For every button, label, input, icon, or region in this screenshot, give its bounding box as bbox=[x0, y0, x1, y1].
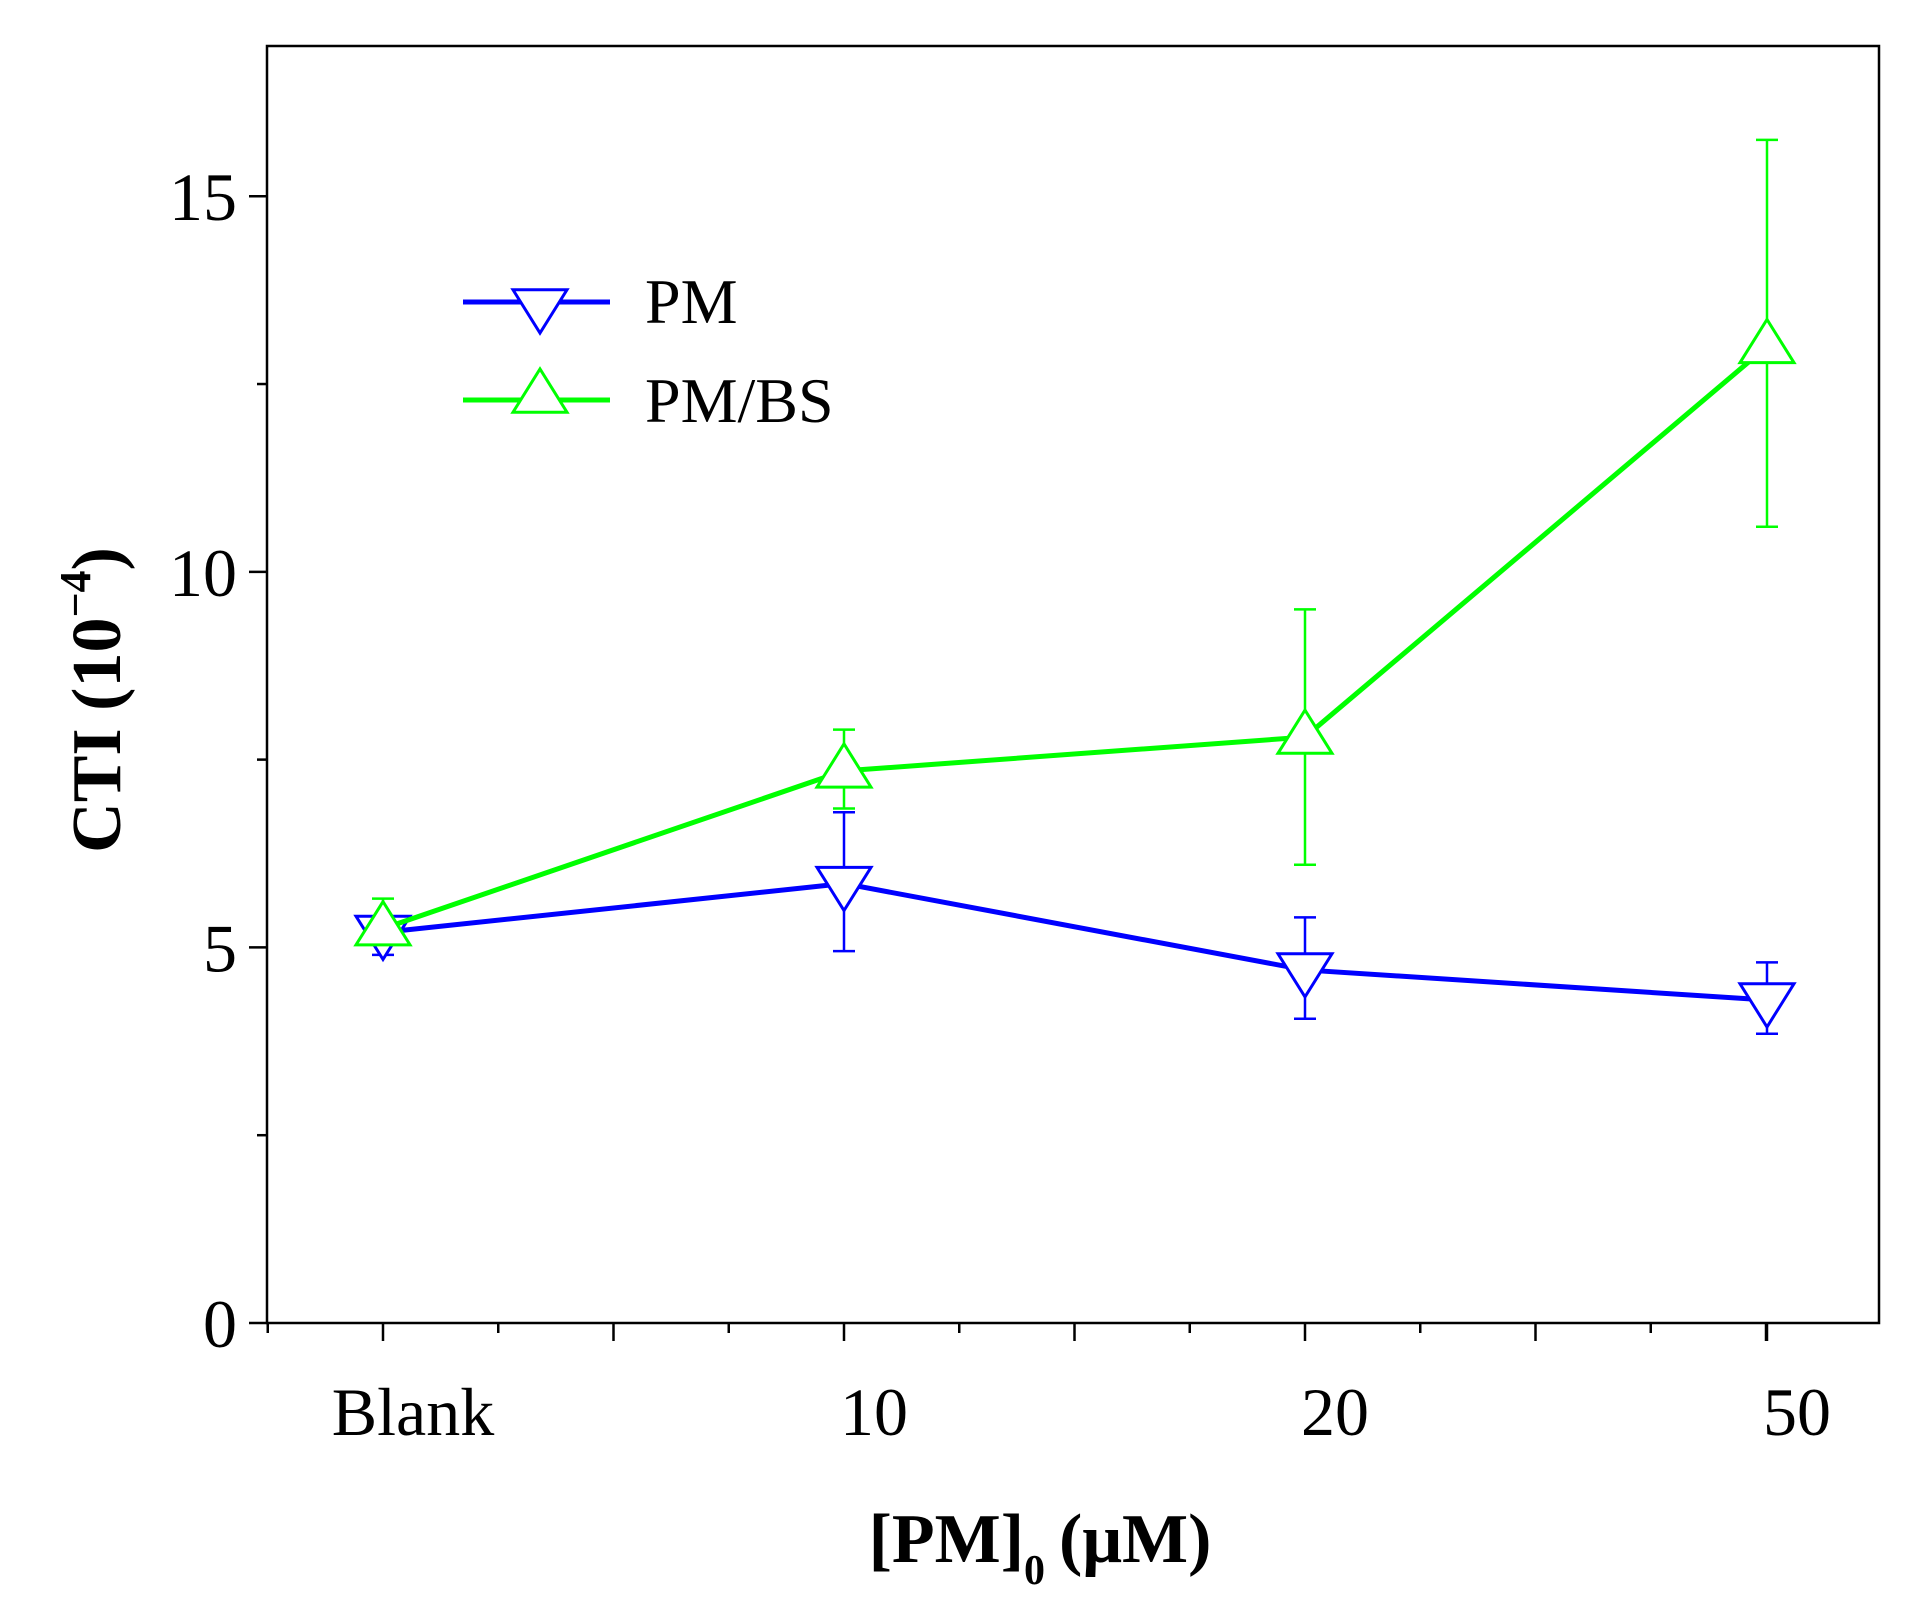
y-tick-label: 0 bbox=[203, 1286, 237, 1362]
data-point bbox=[1275, 952, 1335, 1000]
legend-marker-pm bbox=[510, 288, 570, 336]
x-axis-title-main: [PM] bbox=[869, 1501, 1024, 1578]
y-tick-label: 15 bbox=[169, 159, 237, 235]
y-tick-label: 10 bbox=[169, 535, 237, 611]
x-axis-title: [PM]0 (μM) bbox=[869, 1501, 1212, 1594]
data-point bbox=[1275, 707, 1335, 755]
y-tick-label: 5 bbox=[203, 910, 237, 986]
x-tick-label: 10 bbox=[840, 1374, 908, 1450]
series-layer bbox=[353, 138, 1797, 1036]
legend-label-pm: PM bbox=[645, 266, 738, 337]
axes-layer: 0 5 10 15 Blank 10 20 50 bbox=[169, 159, 1831, 1450]
y-axis-title-superscript: −4 bbox=[51, 570, 100, 617]
x-axis-title-unit: (μM) bbox=[1059, 1501, 1211, 1578]
data-point bbox=[1737, 316, 1797, 365]
y-axis-title-main: CTI (10 bbox=[59, 618, 136, 853]
data-point bbox=[814, 865, 874, 914]
x-tick-label: 20 bbox=[1301, 1374, 1369, 1450]
legend-marker-pm-bs bbox=[510, 366, 570, 414]
legend: PM PM/BS bbox=[463, 266, 834, 436]
series-line bbox=[382, 344, 1769, 931]
plot-area-frame bbox=[265, 44, 1881, 1325]
y-axis-title-close: ) bbox=[59, 547, 136, 570]
data-point bbox=[814, 741, 874, 789]
x-axis-title-subscript: 0 bbox=[1024, 1548, 1045, 1594]
y-axis-title: CTI (10−4) bbox=[51, 547, 136, 853]
series-line bbox=[382, 881, 1768, 1003]
data-point bbox=[353, 898, 413, 947]
legend-label-pm-bs: PM/BS bbox=[645, 365, 834, 436]
x-tick-label: 50 bbox=[1763, 1374, 1831, 1450]
x-tick-label: Blank bbox=[332, 1374, 494, 1450]
data-point bbox=[1737, 982, 1797, 1030]
series-pm-bs bbox=[353, 138, 1797, 947]
